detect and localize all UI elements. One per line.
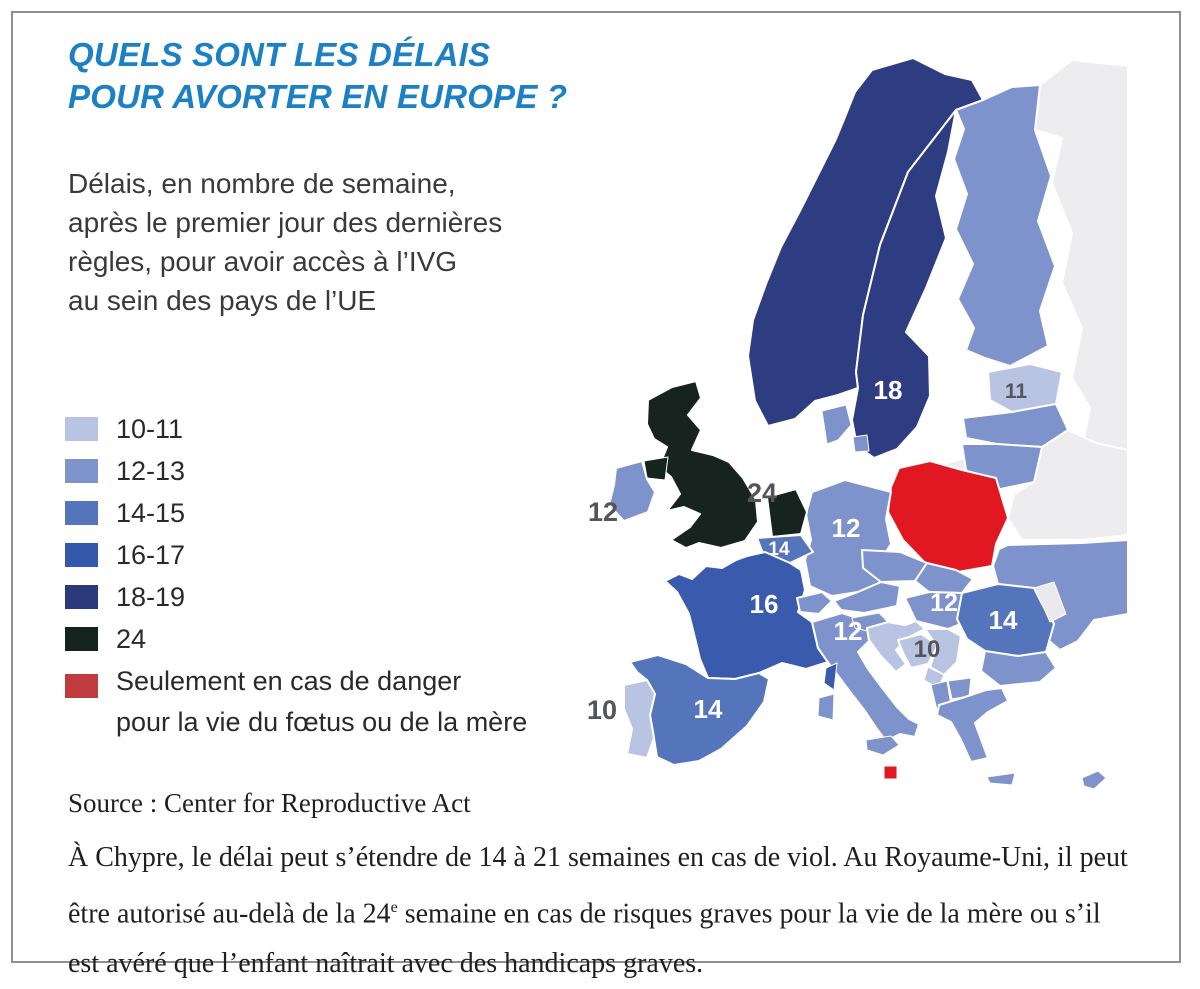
country-serbia [924, 628, 962, 676]
footnote: À Chypre, le délai peut s’étendre de 14 … [68, 833, 1128, 989]
legend-label: 10-11 [116, 413, 184, 444]
footnote-line-2-pre: être autorisé au-delà de la 24 [68, 898, 391, 930]
country-crete [986, 772, 1016, 786]
map-label-estonia: 11 [1005, 380, 1028, 403]
legend-item-danger: Seulement en cas de danger pour la vie d… [65, 666, 527, 743]
map-label-germany: 12 [832, 513, 861, 543]
country-latvia [962, 403, 1069, 448]
footnote-line-2-post: semaine en cas de risques graves pour la… [397, 898, 1101, 930]
map-label-ireland: 12 [588, 497, 618, 527]
country-northern-ireland [643, 456, 669, 481]
legend-label: Seulement en cas de danger pour la vie d… [116, 661, 527, 743]
footnote-line-2: être autorisé au-delà de la 24e semaine … [68, 883, 1128, 939]
subtitle-line-4: au sein des pays de l’UE [68, 285, 377, 316]
map-label-spain: 14 [694, 694, 723, 724]
legend-item-18-19: 18-19 [65, 582, 527, 612]
country-bosnia [897, 633, 939, 669]
page-title: QUELS SONT LES DÉLAIS POUR AVORTER EN EU… [68, 34, 567, 118]
legend-swatch-16-17 [65, 543, 98, 567]
country-russia [1034, 59, 1129, 471]
legend-label: 24 [116, 623, 147, 654]
map-label-italy: 12 [834, 616, 863, 646]
legend-item-10-11: 10-11 [65, 414, 527, 444]
legend-item-24: 24 [65, 624, 527, 654]
legend-item-16-17: 16-17 [65, 540, 527, 570]
map-label-united-kingdom: 24 [747, 478, 777, 508]
map-label-hungary: 12 [930, 589, 958, 617]
europe-map-svg: 18 11 12 24 14 12 16 12 12 10 14 14 10 [587, 57, 1129, 790]
subtitle-line-2: après le premier jour des dernières [68, 207, 503, 238]
source-line: Source : Center for Reproductive Act [68, 788, 471, 818]
country-portugal [623, 679, 656, 759]
country-malta [883, 765, 898, 780]
legend-label: 16-17 [116, 539, 186, 570]
map-label-portugal: 10 [587, 695, 617, 725]
country-sicily [865, 735, 900, 756]
legend-danger-line-1: Seulement en cas de danger [116, 666, 462, 696]
country-cyprus [1081, 770, 1107, 790]
legend-label: 12-13 [116, 455, 186, 486]
map-label-belgium: 14 [768, 539, 790, 560]
country-sardinia [817, 693, 835, 721]
footnote-superscript: e [390, 899, 398, 916]
legend-item-12-13: 12-13 [65, 456, 527, 486]
legend-swatch-danger [65, 674, 98, 698]
subtitle-line-1: Délais, en nombre de semaine, [68, 168, 456, 199]
country-bulgaria [980, 650, 1057, 687]
legend-swatch-14-15 [65, 501, 98, 525]
country-greece [936, 687, 1009, 763]
legend-label: 18-19 [116, 581, 186, 612]
country-italy [811, 612, 920, 742]
map-label-bosnia: 10 [914, 636, 941, 663]
country-sweden [851, 109, 957, 459]
subtitle-line-3: règles, pour avoir accès à l’IVG [68, 246, 458, 277]
map-label-sweden: 18 [874, 375, 903, 405]
country-corsica [823, 662, 838, 691]
subtitle: Délais, en nombre de semaine, après le p… [68, 164, 502, 320]
title-line-2: POUR AVORTER EN EUROPE ? [68, 78, 568, 115]
country-france [664, 551, 829, 680]
legend-swatch-24 [65, 627, 98, 651]
legend-swatch-18-19 [65, 585, 98, 609]
legend-item-14-15: 14-15 [65, 498, 527, 528]
map-label-france: 16 [750, 589, 779, 619]
country-switzerland [796, 591, 833, 615]
footnote-line-1: À Chypre, le délai peut s’étendre de 14 … [68, 842, 1128, 873]
europe-map: 18 11 12 24 14 12 16 12 12 10 14 14 10 [560, 50, 1135, 825]
country-finland [953, 84, 1056, 367]
country-austria [833, 581, 901, 614]
legend-danger-line-2: pour la vie du fœtus ou de la mère [116, 707, 528, 737]
title-line-1: QUELS SONT LES DÉLAIS [68, 36, 491, 73]
legend: 10-11 12-13 14-15 16-17 18-19 24 Seuleme… [65, 414, 527, 761]
map-label-romania: 14 [989, 605, 1018, 635]
country-moldova [1033, 581, 1067, 623]
footnote-line-3: est avéré que l’enfant naîtrait avec des… [68, 948, 704, 980]
legend-label: 14-15 [116, 497, 186, 528]
legend-swatch-10-11 [65, 417, 98, 441]
country-denmark-island [852, 434, 870, 453]
country-denmark [821, 404, 852, 445]
country-ireland [608, 460, 656, 522]
country-netherlands [766, 488, 808, 538]
legend-swatch-12-13 [65, 459, 98, 483]
